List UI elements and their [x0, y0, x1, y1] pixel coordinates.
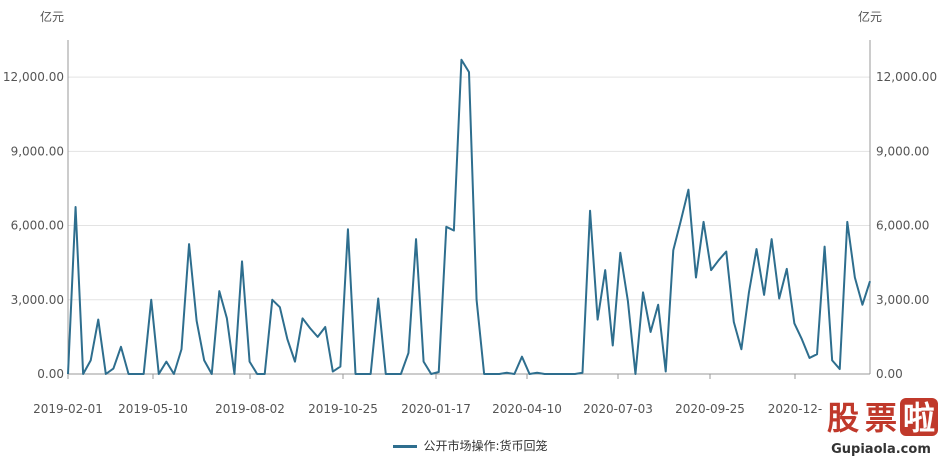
left-axis-unit: 亿元: [40, 10, 65, 24]
watermark-badge: [900, 398, 938, 436]
y-tick-label-left: 9,000.00: [11, 144, 64, 158]
legend-swatch: [393, 445, 418, 448]
x-tick-label: 2020-09-25: [675, 402, 745, 416]
series-line: [67, 58, 871, 375]
y-tick-label-left: 12,000.00: [3, 70, 64, 84]
y-tick-label-left: 6,000.00: [11, 219, 64, 233]
x-tick-label: 2019-02-01: [33, 402, 103, 416]
watermark-char: 股: [827, 399, 859, 437]
y-tick-label-right: 3,000.00: [876, 293, 929, 307]
x-tick-label: 2020-04-10: [492, 402, 562, 416]
x-tick-label: 2020-01-17: [401, 402, 471, 416]
y-tick-label-left: 3,000.00: [11, 293, 64, 307]
x-tick-label: 2020-07-03: [583, 402, 653, 416]
x-tick-label: 2020-12-: [768, 402, 822, 416]
watermark-char: 啦: [903, 399, 935, 437]
x-tick-label: 2019-10-25: [308, 402, 378, 416]
y-tick-label-right: 0.00: [876, 367, 903, 381]
watermark-logo: 股票啦 Gupiaola.com: [827, 398, 938, 457]
chart-legend[interactable]: 公开市场操作:货币回笼: [0, 437, 941, 454]
y-tick-label-left: 0.00: [37, 367, 64, 381]
legend-label: 公开市场操作:货币回笼: [423, 439, 548, 453]
y-tick-label-right: 6,000.00: [876, 219, 929, 233]
right-axis-unit: 亿元: [858, 10, 883, 24]
watermark-char: 票: [865, 399, 897, 437]
watermark-subtext: Gupiaola.com: [831, 442, 931, 457]
x-tick-label: 2019-08-02: [215, 402, 285, 416]
y-tick-label-right: 9,000.00: [876, 144, 929, 158]
x-tick-label: 2019-05-10: [118, 402, 188, 416]
y-tick-label-right: 12,000.00: [876, 70, 937, 84]
